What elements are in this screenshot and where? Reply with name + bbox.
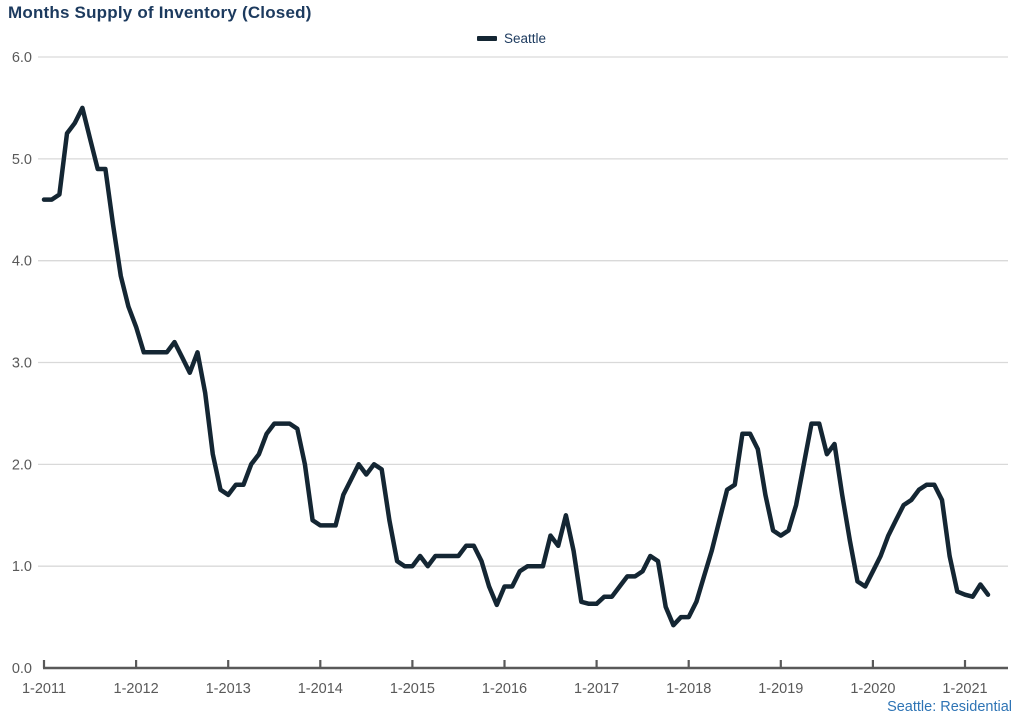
x-tick-label: 1-2019 bbox=[758, 681, 803, 697]
legend-label: Seattle bbox=[504, 31, 547, 46]
x-tick-label: 1-2012 bbox=[114, 681, 159, 697]
y-tick-label: 5.0 bbox=[12, 152, 32, 168]
y-tick-label: 0.0 bbox=[12, 661, 32, 677]
x-tick-label: 1-2021 bbox=[942, 681, 987, 697]
x-tick-label: 1-2016 bbox=[482, 681, 527, 697]
legend: Seattle bbox=[477, 31, 546, 46]
y-tick-label: 1.0 bbox=[12, 559, 32, 575]
y-tick-label: 2.0 bbox=[12, 457, 32, 473]
series-footnote: Seattle: Residential bbox=[887, 699, 1012, 715]
y-tick-label: 3.0 bbox=[12, 356, 32, 372]
chart-title: Months Supply of Inventory (Closed) bbox=[8, 3, 312, 22]
legend-line-swatch bbox=[477, 36, 497, 41]
x-tick-label: 1-2013 bbox=[206, 681, 251, 697]
x-tick-label: 1-2011 bbox=[22, 681, 66, 697]
x-tick-label: 1-2018 bbox=[666, 681, 711, 697]
series-line-seattle bbox=[41, 105, 991, 628]
x-tick-label: 1-2015 bbox=[390, 681, 435, 697]
x-tick-label: 1-2020 bbox=[850, 681, 895, 697]
x-tick-label: 1-2014 bbox=[298, 681, 343, 697]
x-tick-label: 1-2017 bbox=[574, 681, 619, 697]
y-tick-label: 6.0 bbox=[12, 50, 32, 66]
y-tick-label: 4.0 bbox=[12, 254, 32, 270]
